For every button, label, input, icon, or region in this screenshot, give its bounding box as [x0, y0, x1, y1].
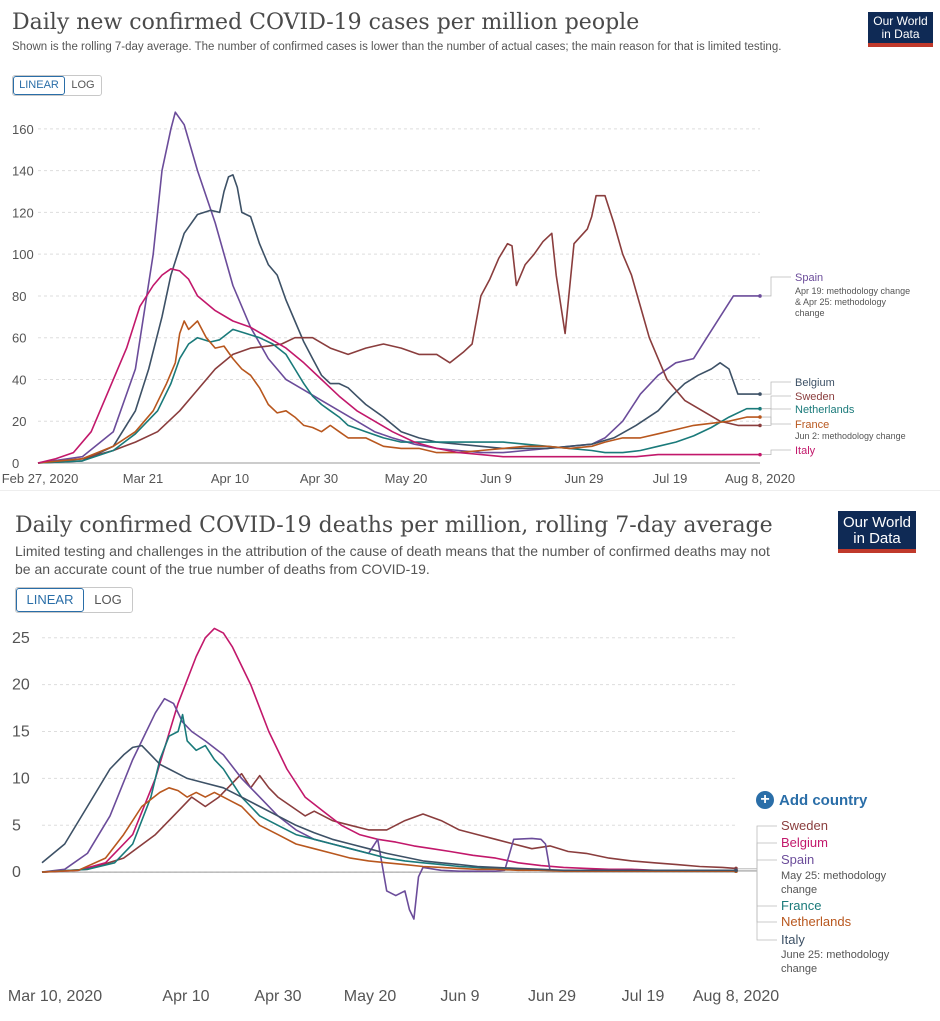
- cases-series-label[interactable]: France: [795, 419, 829, 431]
- deaths-chart-svg: 0 5 10 15 20 25 Mar 10, 2020 Apr 10 Apr 30 May 20…: [0, 491, 940, 1021]
- cases-series-end-netherlands: [758, 407, 762, 411]
- cases-x-tick-label: Aug 8, 2020: [725, 471, 795, 486]
- deaths-x-tick-label: Aug 8, 2020: [693, 988, 779, 1005]
- deaths-x-tick-label: Jun 29: [528, 988, 576, 1005]
- cases-y-tick-label: 100: [12, 247, 34, 262]
- cases-label-connector: [762, 450, 791, 455]
- cases-series-end-italy: [758, 453, 762, 457]
- deaths-label-connector: [738, 870, 777, 940]
- cases-y-tick-label: 160: [12, 122, 34, 137]
- deaths-series-label[interactable]: Italy: [781, 932, 805, 947]
- deaths-y-tick-label: 5: [12, 817, 21, 834]
- deaths-series-label[interactable]: Belgium: [781, 835, 828, 850]
- cases-y-tick-label: 140: [12, 164, 34, 179]
- deaths-label-connector: [738, 843, 777, 870]
- deaths-series-label[interactable]: Netherlands: [781, 914, 852, 929]
- cases-x-tick-label: Apr 10: [211, 471, 249, 486]
- cases-x-tick-label: Jun 9: [480, 471, 512, 486]
- deaths-series-line-sweden[interactable]: [42, 774, 736, 872]
- deaths-x-tick-label: Jul 19: [622, 988, 665, 1005]
- cases-y-tick-label: 120: [12, 205, 34, 220]
- cases-series-label: Apr 19: methodology change: [795, 286, 910, 296]
- cases-series-label[interactable]: Spain: [795, 272, 823, 284]
- cases-series-label[interactable]: Belgium: [795, 377, 835, 389]
- cases-chart-panel: Daily new confirmed COVID-19 cases per m…: [0, 0, 940, 490]
- cases-y-tick-label: 60: [12, 331, 26, 346]
- cases-y-tick-label: 20: [12, 414, 26, 429]
- cases-series-end-belgium: [758, 392, 762, 396]
- cases-series-end-spain: [758, 294, 762, 298]
- cases-label-connector: [762, 396, 791, 425]
- deaths-series-label: May 25: methodology: [781, 870, 887, 882]
- deaths-x-tick-label: Apr 30: [254, 988, 301, 1005]
- cases-x-tick-label: May 20: [385, 471, 428, 486]
- cases-x-tick-label: Jul 19: [653, 471, 688, 486]
- cases-series-label: change: [795, 308, 825, 318]
- deaths-x-tick-label: Jun 9: [440, 988, 479, 1005]
- cases-chart-svg: 0 20 40 60 80 100 120 140 160 Feb 27, 2020 Mar 21 A…: [0, 0, 940, 490]
- deaths-y-tick-label: 20: [12, 677, 30, 694]
- cases-y-tick-label: 0: [12, 456, 19, 471]
- deaths-x-tick-label: Apr 10: [162, 988, 209, 1005]
- cases-series-label: Jun 2: methodology change: [795, 431, 906, 441]
- cases-y-tick-label: 40: [12, 372, 26, 387]
- cases-series-line-netherlands[interactable]: [38, 329, 760, 463]
- cases-y-tick-label: 80: [12, 289, 26, 304]
- deaths-series-end-italy: [734, 868, 738, 872]
- deaths-x-tick-label: May 20: [344, 988, 397, 1005]
- cases-series-label[interactable]: Italy: [795, 445, 816, 457]
- cases-series-line-spain[interactable]: [38, 112, 760, 463]
- cases-series-label: & Apr 25: methodology: [795, 297, 887, 307]
- deaths-series-label: June 25: methodology: [781, 949, 890, 961]
- cases-series-end-france: [758, 415, 762, 419]
- cases-x-tick-label: Mar 21: [123, 471, 163, 486]
- deaths-y-tick-label: 15: [12, 724, 30, 741]
- deaths-x-tick-label: Mar 10, 2020: [8, 988, 102, 1005]
- deaths-chart-panel: Daily confirmed COVID-19 deaths per mill…: [0, 490, 940, 1021]
- deaths-label-connector: [738, 871, 777, 906]
- cases-series-label[interactable]: Netherlands: [795, 404, 855, 416]
- deaths-series-label[interactable]: Spain: [781, 852, 814, 867]
- deaths-series-line-france[interactable]: [42, 715, 736, 873]
- cases-label-connector: [762, 417, 791, 424]
- deaths-series-label[interactable]: Sweden: [781, 818, 828, 833]
- cases-x-tick-label: Jun 29: [564, 471, 603, 486]
- cases-x-tick-label: Apr 30: [300, 471, 338, 486]
- cases-label-connector: [762, 382, 791, 394]
- cases-x-tick-label: Feb 27, 2020: [2, 471, 79, 486]
- deaths-label-connector: [738, 826, 777, 868]
- deaths-y-tick-label: 25: [12, 630, 30, 647]
- deaths-series-label: change: [781, 884, 817, 896]
- deaths-series-label: change: [781, 963, 817, 975]
- cases-label-connector: [762, 277, 791, 296]
- deaths-y-tick-label: 10: [12, 770, 30, 787]
- deaths-y-tick-label: 0: [12, 864, 21, 881]
- cases-series-end-sweden: [758, 424, 762, 428]
- cases-series-label[interactable]: Sweden: [795, 391, 835, 403]
- deaths-label-connector: [738, 871, 777, 922]
- deaths-series-label[interactable]: France: [781, 898, 821, 913]
